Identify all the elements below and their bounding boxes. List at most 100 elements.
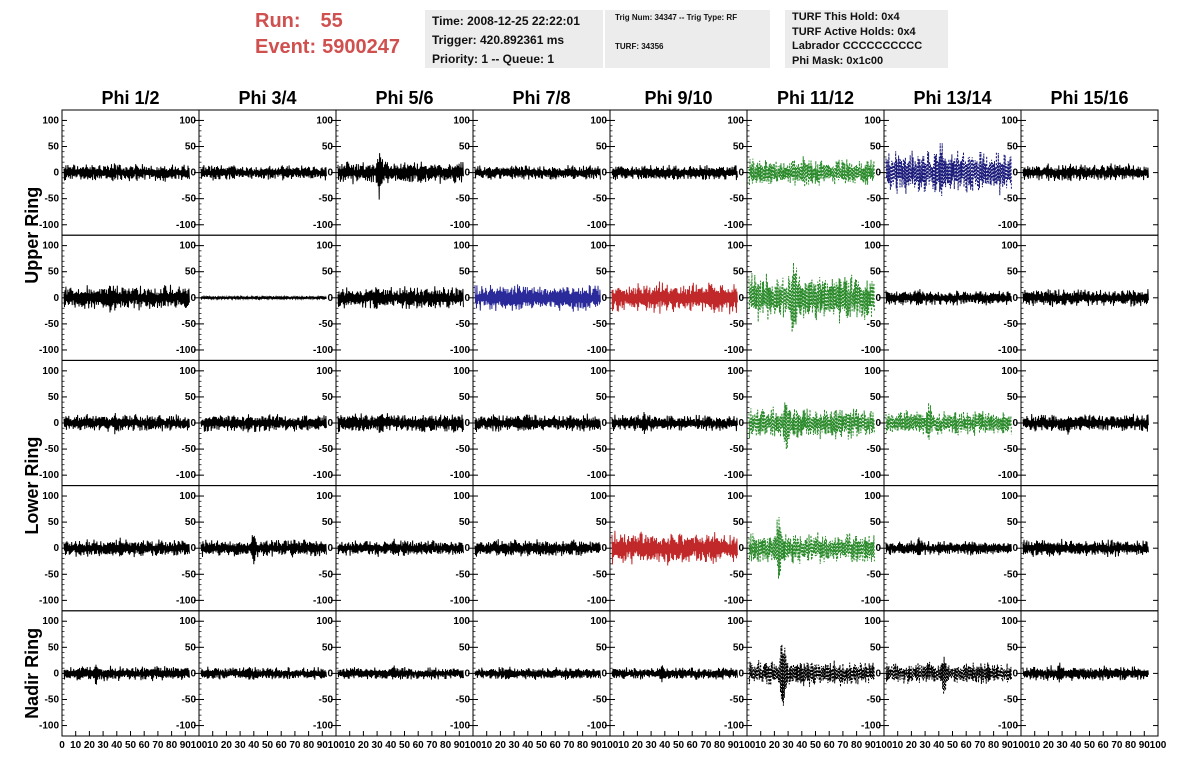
y-tick-label: 0 <box>53 668 59 679</box>
y-tick-label: 50 <box>185 392 197 403</box>
y-tick-label: 0 <box>464 293 470 304</box>
y-tick-label: -100 <box>861 220 881 231</box>
waveform-trace <box>474 165 601 180</box>
x-tick-label: 100 <box>328 740 345 751</box>
waveform-trace <box>63 284 190 313</box>
x-tick-label: 70 <box>152 740 164 751</box>
y-tick-label: 100 <box>1001 366 1018 377</box>
y-tick-label: 50 <box>322 142 334 153</box>
y-tick-label: 50 <box>1007 142 1019 153</box>
waveform-trace <box>611 281 738 315</box>
waveform-trace <box>200 666 327 680</box>
time-text: Time: 2008-12-25 22:22:01 <box>432 14 580 28</box>
x-tick-label: 100 <box>1013 740 1030 751</box>
y-tick-label: -100 <box>176 345 196 356</box>
y-tick-label: -100 <box>450 220 470 231</box>
waveform-trace <box>337 538 464 557</box>
x-tick-label: 40 <box>248 740 260 751</box>
x-tick-label: 50 <box>673 740 685 751</box>
priority-text: Priority: 1 -- Queue: 1 <box>432 52 555 66</box>
y-tick-label: -100 <box>39 220 59 231</box>
waveform-trace <box>337 286 464 309</box>
y-tick-label: 0 <box>464 418 470 429</box>
event-value: 5900247 <box>322 36 400 58</box>
x-tick-label: 70 <box>563 740 575 751</box>
y-tick-label: -50 <box>730 694 745 705</box>
y-tick-label: 100 <box>316 115 333 126</box>
x-tick-label: 40 <box>659 740 671 751</box>
event-label: Event: <box>255 36 317 58</box>
y-tick-label: 50 <box>322 642 334 653</box>
y-tick-label: -50 <box>730 194 745 205</box>
y-tick-label: 0 <box>875 418 881 429</box>
x-tick-label: 80 <box>303 740 315 751</box>
y-tick-label: 100 <box>1001 616 1018 627</box>
y-tick-label: -100 <box>861 345 881 356</box>
x-tick-label: 30 <box>646 740 658 751</box>
trig-num-text: Trig Num: 34347 -- Trig Type: RF <box>615 13 738 22</box>
y-tick-label: -50 <box>593 194 608 205</box>
y-tick-label: -100 <box>39 470 59 481</box>
y-tick-label: 0 <box>327 168 333 179</box>
y-tick-label: 50 <box>1007 267 1019 278</box>
y-tick-label: 50 <box>48 267 60 278</box>
y-tick-label: -50 <box>319 444 334 455</box>
y-tick-label: -50 <box>182 569 197 580</box>
trig-num-panel: Trig Num: 34347 -- Trig Type: RF TURF: 3… <box>605 10 770 68</box>
x-tick-label: 90 <box>454 740 466 751</box>
y-tick-label: 50 <box>1007 392 1019 403</box>
y-tick-label: 100 <box>179 491 196 502</box>
y-tick-label: 0 <box>53 168 59 179</box>
y-tick-label: 50 <box>733 392 745 403</box>
x-tick-label: 50 <box>810 740 822 751</box>
y-tick-label: -50 <box>1004 569 1019 580</box>
x-tick-label: 60 <box>550 740 562 751</box>
y-tick-label: -50 <box>45 194 60 205</box>
y-tick-label: 0 <box>327 293 333 304</box>
waveform-trace <box>1022 662 1149 683</box>
x-tick-label: 50 <box>947 740 959 751</box>
waveform-trace <box>337 153 464 200</box>
y-tick-label: 100 <box>727 491 744 502</box>
x-tick-label: 10 <box>207 740 219 751</box>
y-tick-label: -50 <box>182 444 197 455</box>
y-tick-label: 50 <box>733 267 745 278</box>
x-tick-label: 70 <box>1111 740 1123 751</box>
waveform-trace <box>885 402 1012 440</box>
y-tick-label: -50 <box>319 194 334 205</box>
waveform-trace <box>474 413 601 433</box>
y-tick-label: -50 <box>1004 319 1019 330</box>
x-tick-label: 40 <box>796 740 808 751</box>
y-tick-label: 100 <box>864 491 881 502</box>
x-tick-label: 80 <box>577 740 589 751</box>
waveform-trace <box>748 156 875 187</box>
x-tick-label: 100 <box>1150 740 1167 751</box>
y-tick-label: 0 <box>875 168 881 179</box>
x-tick-label: 20 <box>1043 740 1055 751</box>
y-tick-label: 50 <box>459 517 471 528</box>
y-tick-label: 100 <box>42 616 59 627</box>
y-tick-label: -50 <box>867 569 882 580</box>
y-tick-label: -50 <box>1004 194 1019 205</box>
waveform-trace <box>200 414 327 433</box>
y-tick-label: 100 <box>42 241 59 252</box>
y-tick-label: -100 <box>450 345 470 356</box>
y-tick-label: 0 <box>190 668 196 679</box>
y-tick-label: 50 <box>185 267 197 278</box>
y-tick-label: -100 <box>998 345 1018 356</box>
y-tick-label: -100 <box>176 721 196 732</box>
y-tick-label: -50 <box>456 319 471 330</box>
y-tick-label: 50 <box>596 142 608 153</box>
y-tick-label: 50 <box>1007 517 1019 528</box>
waveform-trace <box>611 530 738 566</box>
y-tick-label: -100 <box>450 721 470 732</box>
waveform-trace <box>611 164 738 181</box>
y-tick-label: 0 <box>875 668 881 679</box>
x-tick-label: 10 <box>755 740 767 751</box>
x-tick-label: 20 <box>358 740 370 751</box>
y-tick-label: 50 <box>870 517 882 528</box>
y-tick-label: 100 <box>179 241 196 252</box>
y-tick-label: -50 <box>730 319 745 330</box>
y-tick-label: -100 <box>587 220 607 231</box>
y-tick-label: 0 <box>875 543 881 554</box>
